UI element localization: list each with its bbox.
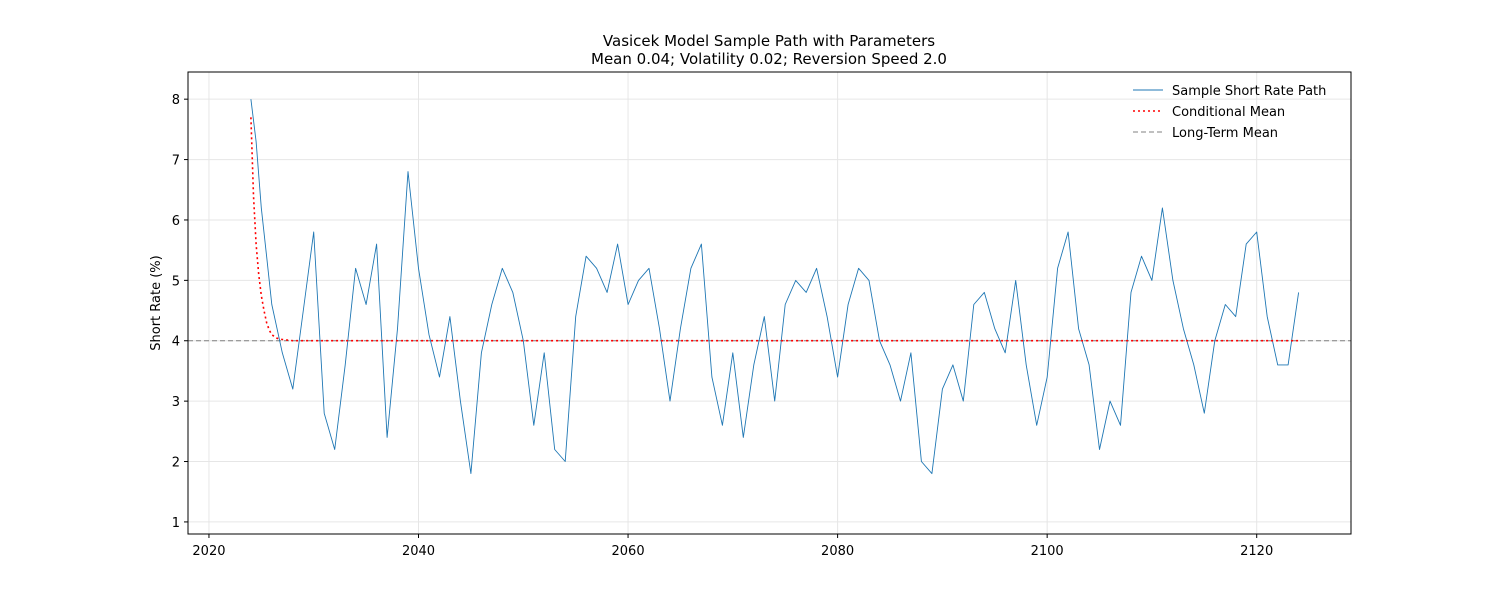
plot-frame xyxy=(187,71,1352,535)
x-tick-label: 2020 xyxy=(192,544,225,559)
x-tick-label: 2080 xyxy=(821,544,854,559)
y-tick-label: 7 xyxy=(172,154,180,169)
y-tick-label: 3 xyxy=(172,395,180,410)
x-tick-label: 2120 xyxy=(1240,544,1273,559)
y-tick-label: 5 xyxy=(172,274,180,289)
y-tick-label: 4 xyxy=(172,335,180,350)
chart-title: Vasicek Model Sample Path with Parameter… xyxy=(603,32,935,50)
series-conditional-mean xyxy=(250,117,1299,342)
axis-ticks: 2020 2040 2060 2080 2100 2120 1 2 3 4 5 6 7 8 xyxy=(172,93,1274,559)
y-tick-label: 8 xyxy=(172,93,180,108)
y-axis-label: Short Rate (%) xyxy=(149,255,164,350)
legend: Sample Short Rate Path Conditional Mean Lo… xyxy=(1133,84,1326,141)
x-tick-label: 2100 xyxy=(1031,544,1064,559)
grid-lines xyxy=(188,72,1351,534)
y-tick-label: 1 xyxy=(172,516,180,531)
series-sample-short-rate-path xyxy=(250,99,1300,475)
x-tick-label: 2060 xyxy=(612,544,645,559)
y-tick-label: 2 xyxy=(172,456,180,471)
legend-label: Sample Short Rate Path xyxy=(1172,84,1326,99)
x-tick-label: 2040 xyxy=(402,544,435,559)
legend-label: Long-Term Mean xyxy=(1172,126,1278,141)
chart-subtitle: Mean 0.04; Volatility 0.02; Reversion Sp… xyxy=(591,50,947,68)
series-lines xyxy=(188,99,1351,475)
legend-label: Conditional Mean xyxy=(1172,105,1285,120)
y-tick-label: 6 xyxy=(172,214,180,229)
